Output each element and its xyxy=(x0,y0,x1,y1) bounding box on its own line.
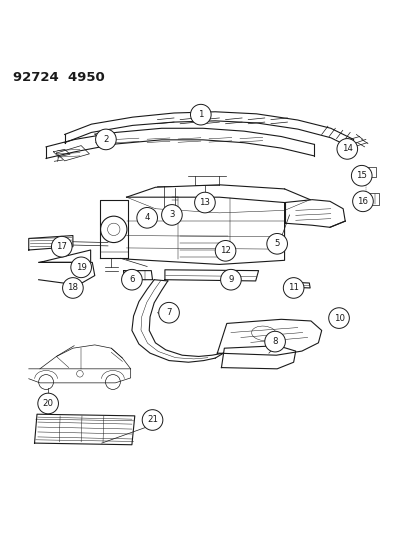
Circle shape xyxy=(62,278,83,298)
Circle shape xyxy=(161,205,182,225)
Text: 11: 11 xyxy=(287,284,299,293)
Circle shape xyxy=(351,165,371,186)
Circle shape xyxy=(38,393,58,414)
Text: 5: 5 xyxy=(274,239,279,248)
Circle shape xyxy=(158,302,179,323)
Text: 14: 14 xyxy=(341,144,352,154)
Text: 16: 16 xyxy=(356,197,368,206)
Text: 19: 19 xyxy=(76,263,86,272)
Text: 9: 9 xyxy=(228,275,233,284)
Text: 10: 10 xyxy=(333,313,344,322)
Text: 17: 17 xyxy=(56,242,67,251)
Text: 1: 1 xyxy=(197,110,203,119)
Circle shape xyxy=(71,257,91,278)
Circle shape xyxy=(328,308,349,328)
Text: 7: 7 xyxy=(166,308,171,317)
Circle shape xyxy=(95,129,116,150)
Text: 3: 3 xyxy=(169,211,174,220)
Circle shape xyxy=(352,191,373,212)
Circle shape xyxy=(336,139,357,159)
Text: 92724  4950: 92724 4950 xyxy=(13,70,104,84)
Circle shape xyxy=(142,410,162,430)
Circle shape xyxy=(137,207,157,228)
Text: 2: 2 xyxy=(103,135,108,144)
Text: 4: 4 xyxy=(144,213,150,222)
Circle shape xyxy=(264,332,285,352)
Circle shape xyxy=(282,278,303,298)
Circle shape xyxy=(190,104,211,125)
Circle shape xyxy=(266,233,287,254)
Text: 12: 12 xyxy=(220,246,230,255)
Text: 6: 6 xyxy=(129,275,134,284)
Text: 13: 13 xyxy=(199,198,210,207)
Circle shape xyxy=(51,236,72,257)
Text: 21: 21 xyxy=(147,416,158,424)
Circle shape xyxy=(121,269,142,290)
Text: 15: 15 xyxy=(355,171,366,180)
Circle shape xyxy=(194,192,215,213)
Text: 8: 8 xyxy=(272,337,277,346)
Text: 18: 18 xyxy=(67,284,78,293)
Circle shape xyxy=(220,269,241,290)
Text: 20: 20 xyxy=(43,399,54,408)
Circle shape xyxy=(215,240,235,261)
